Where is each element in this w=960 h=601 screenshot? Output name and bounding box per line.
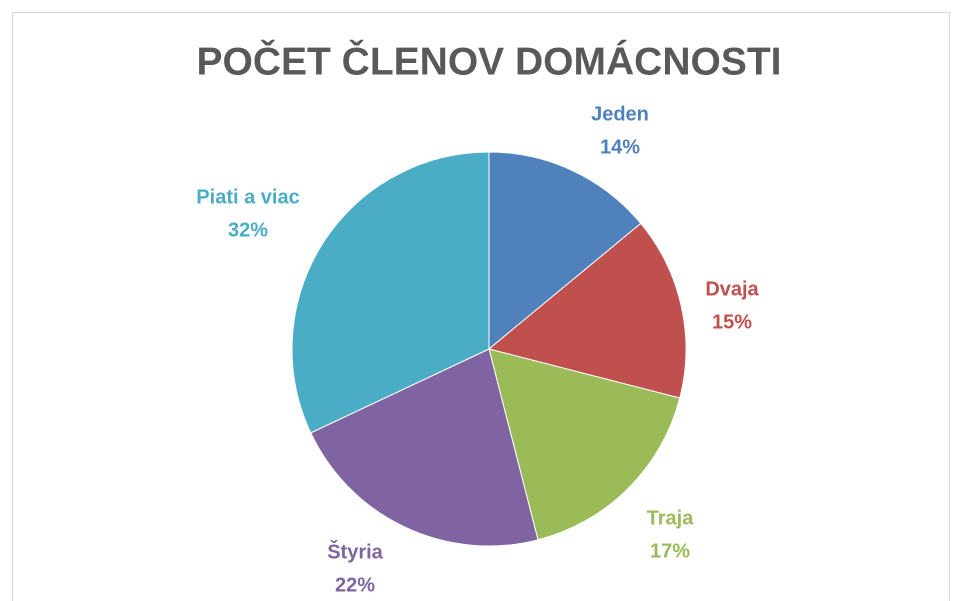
- slice-value-label: 14%: [600, 136, 640, 158]
- chart-title: POČET ČLENOV DOMÁCNOSTI: [196, 38, 781, 83]
- pie-slice: [487, 222, 687, 399]
- pie-slice: [488, 151, 642, 351]
- slice-value-label: 22%: [335, 574, 375, 596]
- slice-category-label: Štyria: [327, 539, 383, 563]
- slice-value-label: 15%: [712, 311, 752, 333]
- slice-value-label: 17%: [650, 540, 690, 562]
- slice-category-label: Jeden: [591, 103, 649, 125]
- slice-category-label: Piati a viac: [196, 186, 299, 208]
- pie-slice: [310, 348, 539, 547]
- pie-slice: [291, 151, 490, 434]
- slice-value-label: 32%: [228, 219, 268, 241]
- slice-category-label: Dvaja: [705, 278, 759, 300]
- pie-slice: [488, 348, 681, 541]
- slice-category-label: Traja: [647, 507, 695, 529]
